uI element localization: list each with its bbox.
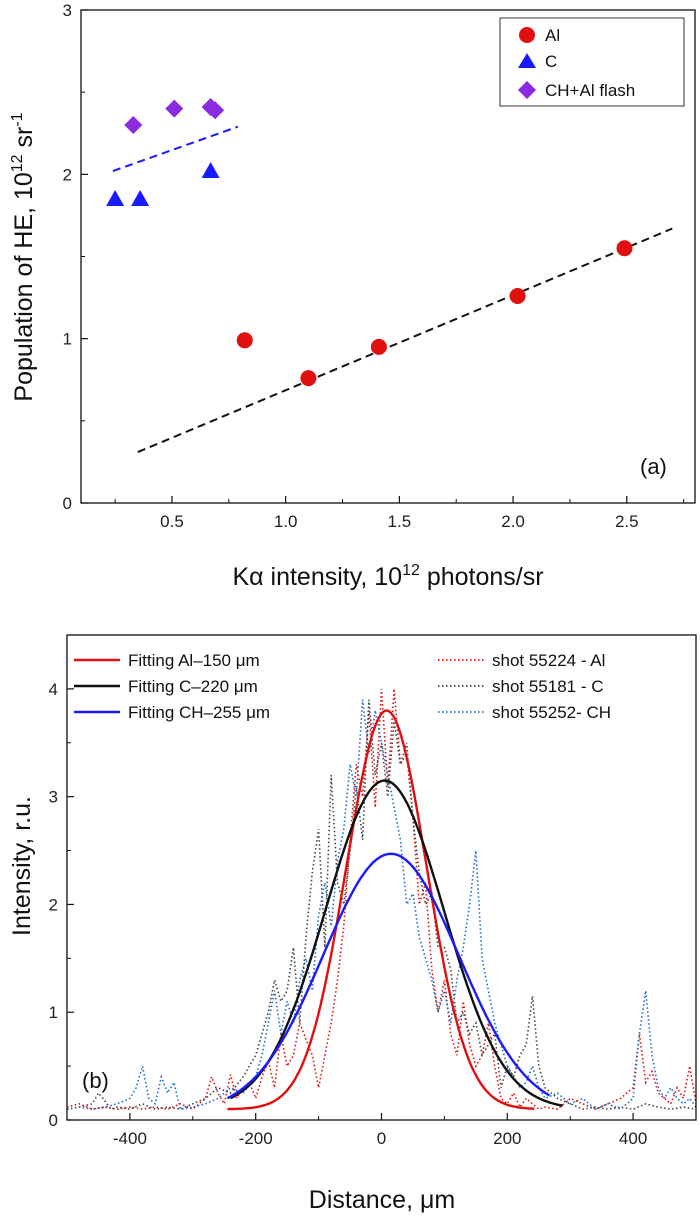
point-circle-4 <box>616 240 633 257</box>
shot-line-0 <box>66 688 697 1111</box>
fit-curve-1 <box>229 779 563 1107</box>
point-triangle-1 <box>131 189 150 206</box>
legend-al-marker <box>519 27 535 43</box>
legend-al-label: Al <box>545 26 560 45</box>
legend-shot-label-1: shot 55181 - C <box>492 677 604 696</box>
shot-line-2 <box>66 699 697 1111</box>
x-tick-label: 0.5 <box>160 512 184 531</box>
y-tick-label: 0 <box>63 494 72 513</box>
panel-a-scatter: 0.5 1.0 1.5 2.0 2.5 0 1 2 3 (a) Kα intensity, 10… <box>9 1 696 591</box>
legend-fit-label-2: Fitting CH–255 μm <box>128 703 270 722</box>
panel-b-y-axis-title: Intensity, r.u. <box>8 796 36 936</box>
panel-b-legend-fits: Fitting Al–150 μm Fitting C–220 μm Fitting… <box>74 651 270 722</box>
x-tick-label: 0 <box>377 1129 386 1148</box>
x-tick-label: 200 <box>493 1129 521 1148</box>
point-diamond-1 <box>165 99 184 118</box>
fit-line-1 <box>112 125 239 172</box>
x-tick-label: 2.5 <box>615 512 639 531</box>
point-circle-3 <box>509 287 526 304</box>
point-diamond-0 <box>124 116 143 135</box>
point-triangle-2 <box>201 162 220 179</box>
y-tick-label: 2 <box>63 165 72 184</box>
panel-a-y-axis-title: Population of HE, 1012 sr-1 <box>9 112 38 401</box>
panel-a-plot-area <box>106 97 673 453</box>
point-circle-1 <box>300 370 317 387</box>
y-tick-label: 3 <box>49 788 58 807</box>
panel-b-plot-area <box>66 688 697 1111</box>
legend-c-label: C <box>545 52 557 71</box>
shot-line-1 <box>66 699 697 1111</box>
fit-curve-0 <box>227 709 535 1111</box>
y-tick-label: 1 <box>63 330 72 349</box>
legend-shot-label-0: shot 55224 - Al <box>492 651 605 670</box>
y-tick-label: 3 <box>63 1 72 20</box>
x-tick-label: 1.5 <box>388 512 412 531</box>
point-circle-0 <box>236 332 253 349</box>
panel-a-ticks: 0.5 1.0 1.5 2.0 2.5 0 1 2 3 <box>63 1 685 531</box>
point-diamond-3 <box>206 101 225 120</box>
x-tick-label: 1.0 <box>274 512 298 531</box>
legend-fit-label-1: Fitting C–220 μm <box>128 677 258 696</box>
panel-b-legend-shots: shot 55224 - Al shot 55181 - C shot 55252-… <box>438 651 611 722</box>
y-tick-label: 4 <box>49 680 58 699</box>
point-circle-2 <box>370 338 387 355</box>
y-tick-label: 2 <box>49 895 58 914</box>
x-tick-label: 2.0 <box>501 512 525 531</box>
panel-b-x-axis-title: Distance, μm <box>309 1186 455 1214</box>
panel-b-line: -400 -200 0 200 400 0 1 2 3 4 (b) Distance, μm In… <box>8 634 697 1214</box>
x-tick-label: 400 <box>619 1129 647 1148</box>
legend-shot-label-2: shot 55252- CH <box>492 703 611 722</box>
x-tick-label: -200 <box>239 1129 273 1148</box>
y-tick-label: 1 <box>49 1003 58 1022</box>
legend-fit-label-0: Fitting Al–150 μm <box>128 651 260 670</box>
point-triangle-0 <box>106 189 125 206</box>
legend-ch-label: CH+Al flash <box>545 81 635 100</box>
panel-a-x-axis-title: Kα intensity, 1012 photons/sr <box>232 562 543 591</box>
panel-a-legend: Al C CH+Al flash <box>499 17 685 107</box>
y-tick-label: 0 <box>49 1111 58 1130</box>
panel-b-label: (b) <box>82 1068 109 1093</box>
legend-ch-marker <box>518 81 536 99</box>
panel-b-ticks: -400 -200 0 200 400 0 1 2 3 4 <box>49 680 697 1148</box>
fit-line-0 <box>137 227 673 453</box>
panel-a-label: (a) <box>640 454 667 479</box>
legend-c-marker <box>518 53 536 68</box>
x-tick-label: -400 <box>113 1129 147 1148</box>
fit-curve-2 <box>226 852 551 1100</box>
